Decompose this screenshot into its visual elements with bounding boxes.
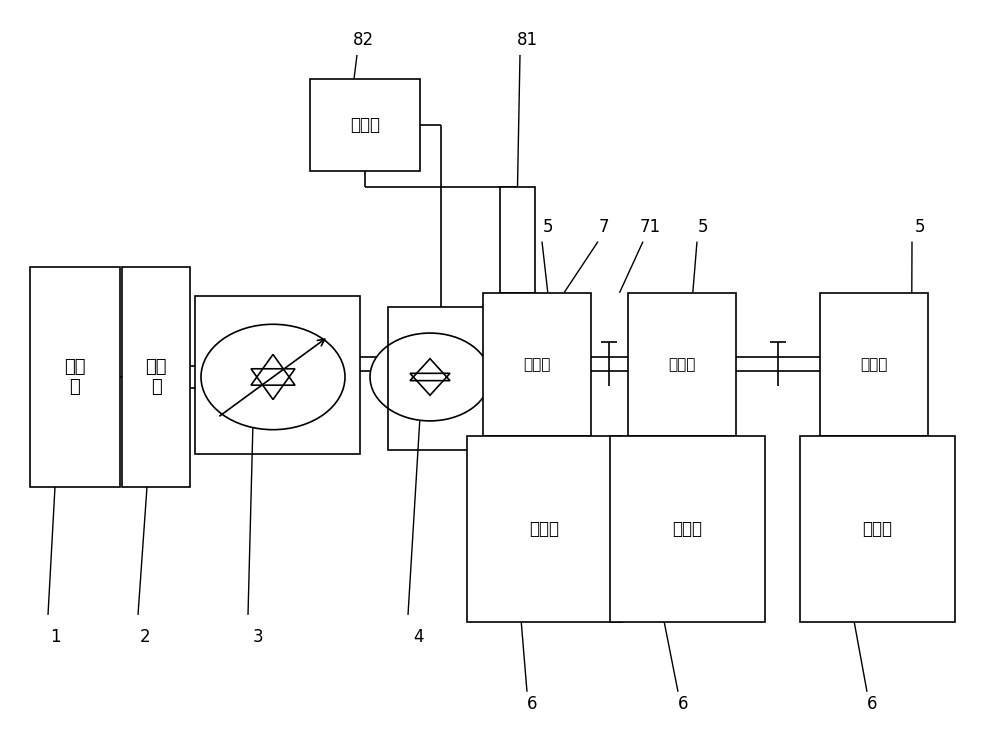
Text: 71: 71 xyxy=(639,218,661,236)
Bar xyxy=(483,293,591,436)
Text: 3: 3 xyxy=(253,628,263,646)
Text: 7: 7 xyxy=(599,218,609,236)
Circle shape xyxy=(201,324,345,430)
Text: 6: 6 xyxy=(678,695,688,713)
Text: 81: 81 xyxy=(516,31,538,49)
Text: 采棉头: 采棉头 xyxy=(530,520,560,538)
Text: 采棉头: 采棉头 xyxy=(863,520,893,538)
Text: 6: 6 xyxy=(527,695,537,713)
Text: 5: 5 xyxy=(698,218,708,236)
Text: 5: 5 xyxy=(543,218,553,236)
Text: 2: 2 xyxy=(140,628,150,646)
Bar xyxy=(467,436,622,622)
Bar xyxy=(310,79,420,171)
Bar xyxy=(610,436,765,622)
Bar xyxy=(30,267,120,487)
Bar xyxy=(195,296,360,454)
Text: 1: 1 xyxy=(50,628,60,646)
Bar xyxy=(388,307,493,450)
Text: 发动
机: 发动 机 xyxy=(64,357,86,397)
Text: 采棉头: 采棉头 xyxy=(672,520,702,538)
Text: 4: 4 xyxy=(413,628,423,646)
Text: 分动
筱: 分动 筱 xyxy=(145,357,167,397)
Text: 6: 6 xyxy=(867,695,877,713)
Bar xyxy=(820,293,928,436)
Bar xyxy=(628,293,736,436)
Text: 锥齿筱: 锥齿筱 xyxy=(523,356,551,372)
Bar xyxy=(500,187,535,293)
Text: 5: 5 xyxy=(915,218,925,236)
Circle shape xyxy=(370,333,490,421)
Text: 锥齿筱: 锥齿筱 xyxy=(860,356,888,372)
Bar xyxy=(800,436,955,622)
Bar xyxy=(122,267,190,487)
Text: 82: 82 xyxy=(352,31,374,49)
Text: 锥齿筱: 锥齿筱 xyxy=(668,356,696,372)
Text: 控制器: 控制器 xyxy=(350,116,380,134)
